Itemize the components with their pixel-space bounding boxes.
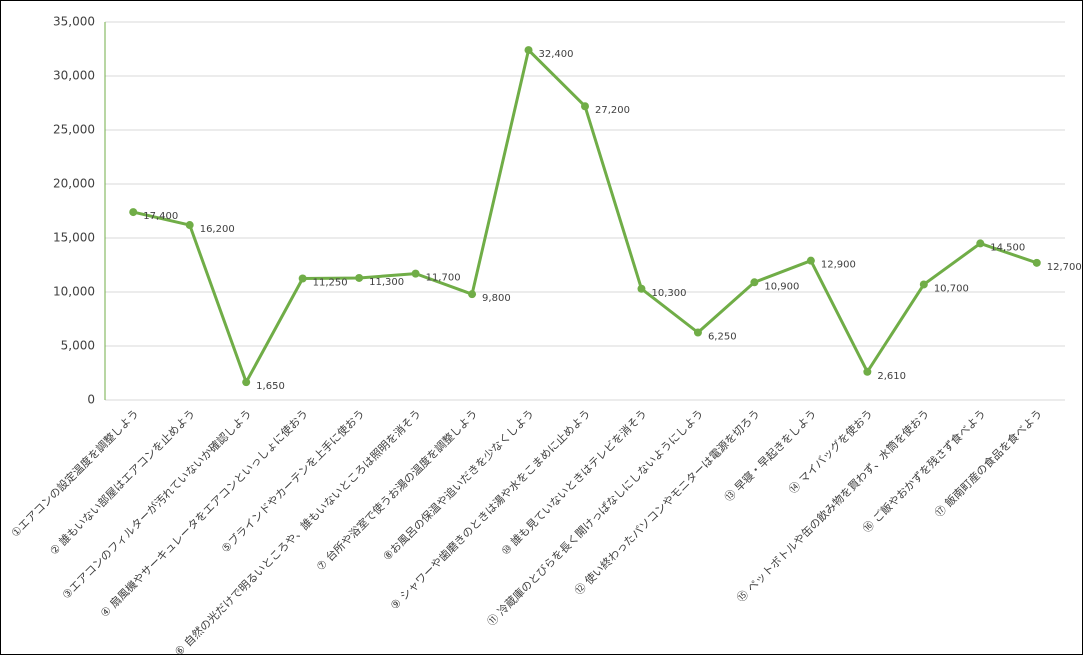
y-tick-label: 5,000: [61, 339, 95, 353]
y-tick-label: 25,000: [53, 123, 95, 137]
data-label: 11,300: [369, 277, 404, 288]
point: [806, 256, 815, 265]
data-label: 2,610: [877, 371, 906, 382]
data-label: 17,400: [143, 211, 178, 222]
point: [750, 278, 759, 287]
point: [637, 284, 646, 293]
point: [976, 239, 985, 248]
data-label: 10,700: [934, 283, 969, 294]
data-label: 14,500: [990, 242, 1025, 253]
data-label: 12,900: [821, 260, 856, 271]
data-label: 12,700: [1047, 262, 1082, 273]
data-label: 6,250: [708, 332, 737, 343]
point: [581, 102, 589, 111]
y-tick-label: 0: [87, 393, 95, 407]
y-tick-label: 15,000: [53, 231, 95, 245]
data-label: 10,900: [764, 281, 799, 292]
data-label: 16,200: [200, 224, 235, 235]
data-label: 11,700: [426, 273, 461, 284]
point: [524, 46, 533, 55]
point: [411, 269, 420, 278]
point: [185, 221, 194, 230]
point: [298, 274, 307, 283]
point: [919, 280, 928, 289]
data-label: 32,400: [539, 49, 574, 60]
point: [242, 378, 251, 387]
point: [693, 328, 702, 337]
point: [468, 290, 477, 299]
data-label: 27,200: [595, 105, 630, 116]
point: [355, 273, 364, 282]
data-label: 1,650: [256, 381, 285, 392]
y-tick-label: 10,000: [53, 285, 95, 299]
point: [129, 208, 138, 217]
y-tick-label: 35,000: [53, 15, 95, 29]
data-label: 9,800: [482, 293, 511, 304]
data-label: 11,250: [313, 278, 348, 289]
y-tick-label: 20,000: [53, 177, 95, 191]
y-tick-label: 30,000: [53, 69, 95, 83]
point: [1032, 258, 1041, 267]
data-label: 10,300: [651, 288, 686, 299]
point: [863, 367, 872, 376]
